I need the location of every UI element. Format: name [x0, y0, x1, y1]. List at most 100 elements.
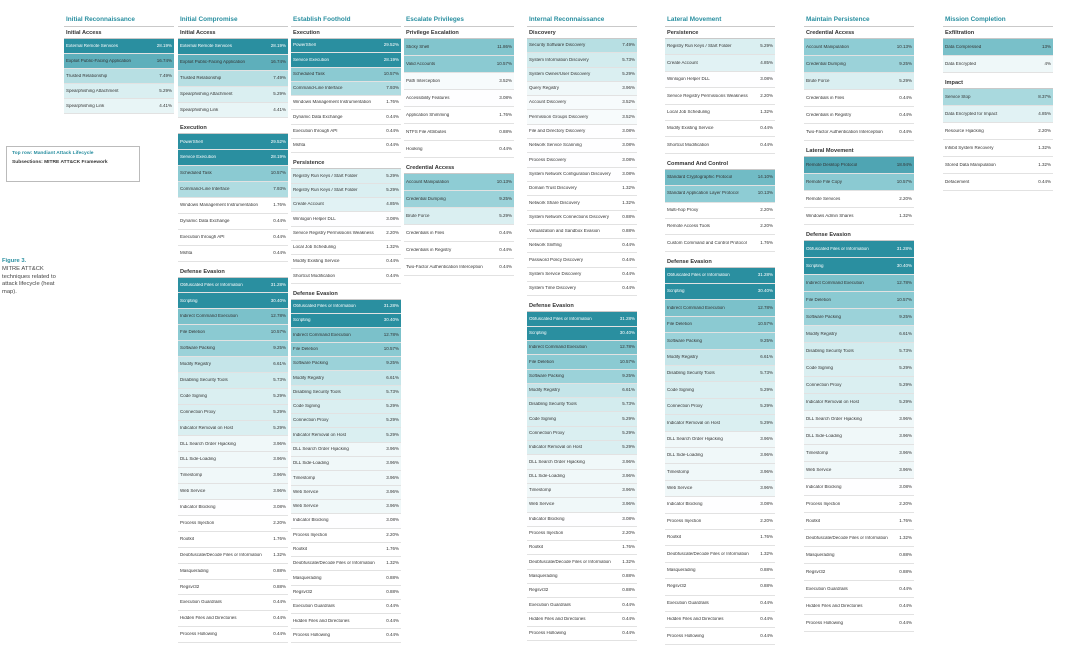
technique-cell: Hidden Files and Directories 0.44%: [665, 612, 775, 629]
technique-name: Software Packing: [180, 346, 216, 351]
technique-percent: 0.44%: [386, 142, 399, 148]
technique-name: System Information Discovery: [529, 57, 589, 62]
technique-cell: Query Registry 3.96%: [527, 81, 637, 97]
technique-name: Regsvr32: [293, 589, 313, 594]
technique-percent: 5.29%: [273, 408, 286, 414]
technique-percent: 1.76%: [760, 534, 773, 540]
technique-name: Windows Admin Shares: [806, 213, 854, 218]
technique-name: Indicator Removal on Host: [667, 420, 721, 425]
technique-cell: DLL Search Order Hijacking 3.96%: [804, 411, 914, 428]
technique-cell: Code Signing 5.29%: [527, 412, 637, 427]
technique-percent: 0.88%: [386, 574, 399, 580]
technique-cell: Code Signing 5.29%: [804, 360, 914, 377]
technique-cell: System Information Discovery 5.73%: [527, 53, 637, 68]
technique-percent: 31.28%: [270, 281, 286, 287]
technique-cell: Valid Accounts 10.57%: [404, 56, 514, 73]
technique-percent: 31.28%: [383, 303, 399, 309]
technique-cell: Timestomp 3.96%: [178, 468, 288, 485]
technique-cell: Accessibility Features 3.08%: [404, 90, 514, 107]
technique-name: Masquerading: [667, 568, 696, 573]
technique-percent: 0.44%: [386, 603, 399, 609]
technique-name: Remote Desktop Protocol: [806, 162, 858, 167]
technique-percent: 11.86%: [497, 43, 512, 49]
technique-percent: 3.96%: [760, 435, 773, 441]
technique-cell: Spearphishing Attachment 5.29%: [64, 84, 174, 99]
technique-name: Hidden Files and Directories: [529, 616, 586, 621]
technique-cell: DLL Side-Loading 3.96%: [527, 469, 637, 484]
technique-cell: Path Interception 3.52%: [404, 73, 514, 90]
technique-percent: 5.73%: [273, 377, 286, 382]
technique-percent: 12.78%: [270, 313, 286, 319]
technique-percent: 1.76%: [386, 99, 399, 105]
technique-percent: 5.29%: [760, 43, 773, 49]
technique-cell: Process Hollowing 0.44%: [291, 629, 401, 643]
technique-name: Rootkit: [529, 545, 544, 550]
technique-name: Process Injection: [806, 501, 841, 506]
technique-cell: Modify Existing Service 0.44%: [665, 121, 775, 138]
technique-name: Connection Proxy: [667, 404, 703, 409]
technique-cell: DLL Search Order Hijacking 3.96%: [291, 442, 401, 458]
technique-name: Credentials in Files: [806, 95, 845, 100]
technique-name: Code Signing: [180, 393, 208, 398]
technique-name: Process Hollowing: [180, 632, 218, 637]
technique-percent: 0.44%: [622, 601, 635, 607]
technique-name: Service Execution: [180, 155, 217, 160]
technique-cell: Regsvr32 0.88%: [178, 580, 288, 596]
technique-name: Code Signing: [806, 365, 834, 370]
technique-name: Exploit Public-Facing Application: [180, 59, 246, 64]
technique-cell: Network Share Discovery 1.32%: [527, 196, 637, 211]
technique-percent: 4.41%: [159, 102, 172, 108]
technique-percent: 7.93%: [386, 85, 399, 91]
technique-cell: Scheduled Task 10.57%: [291, 67, 401, 82]
technique-name: Process Injection: [529, 531, 564, 536]
technique-name: Obfuscated Files or Information: [806, 246, 869, 251]
technique-name: Network Share Discovery: [529, 200, 580, 205]
technique-name: Timestomp: [293, 475, 316, 480]
technique-name: File Deletion: [180, 330, 206, 335]
technique-cell: Deobfuscate/Decode Files or Information 1…: [178, 548, 288, 564]
technique-percent: 30.40%: [270, 297, 286, 303]
technique-percent: 0.44%: [760, 141, 773, 147]
technique-cell: Rootkit 1.76%: [527, 541, 637, 556]
technique-percent: 5.29%: [622, 444, 635, 450]
technique-percent: 1.32%: [386, 244, 399, 250]
technique-cell: Indicator Blocking 3.08%: [291, 514, 401, 529]
technique-cell: Spearphishing Attachment 5.29%: [178, 86, 288, 103]
technique-percent: 9.25%: [899, 60, 912, 66]
technique-cell: Connection Proxy 5.29%: [527, 426, 637, 442]
technique-percent: 7.49%: [622, 42, 635, 48]
technique-cell: Command-Line Interface 7.93%: [178, 182, 288, 199]
technique-name: Registry Run Keys / Start Folder: [293, 187, 358, 192]
technique-percent: 30.40%: [896, 262, 912, 268]
legend-box: Top row: Mandiant Attack Lifecycle Subse…: [6, 146, 140, 182]
technique-percent: 2.20%: [1038, 127, 1051, 133]
technique-percent: 0.44%: [499, 229, 512, 235]
technique-percent: 5.29%: [760, 419, 773, 425]
technique-percent: 1.76%: [273, 535, 286, 541]
technique-name: Software Packing: [806, 314, 842, 319]
technique-name: Permission Groups Discovery: [529, 114, 589, 119]
technique-cell: DLL Side-Loading 3.96%: [291, 457, 401, 472]
technique-name: Obfuscated Files or Information: [180, 282, 243, 287]
section-title: Privilege Escalation: [404, 27, 514, 39]
technique-percent: 5.73%: [622, 56, 635, 62]
technique-cell: Indicator Removal on Host 5.29%: [665, 415, 775, 432]
technique-name: Execution Guardrails: [180, 600, 222, 605]
technique-cell: Regsvr32 0.88%: [527, 584, 637, 599]
technique-percent: 28.19%: [270, 43, 286, 49]
technique-percent: 0.44%: [386, 617, 399, 623]
technique-name: Process Injection: [293, 532, 328, 537]
technique-cell: Password Policy Discovery 0.44%: [527, 253, 637, 268]
technique-percent: 0.88%: [273, 567, 286, 573]
technique-percent: 1.32%: [760, 108, 773, 114]
technique-cell: Spearphishing Link 4.41%: [64, 99, 174, 114]
technique-percent: 7.93%: [273, 186, 286, 192]
technique-percent: 1.32%: [899, 212, 912, 218]
technique-name: Modify Registry: [806, 331, 838, 336]
technique-name: Standard Application Layer Protocol: [667, 191, 739, 196]
technique-percent: 3.08%: [273, 504, 286, 510]
phase-header: Escalate Privileges: [404, 0, 514, 27]
technique-percent: 3.96%: [622, 501, 635, 507]
technique-cell: Service Execution 28.19%: [178, 150, 288, 167]
technique-name: Disabling Security Tools: [667, 371, 715, 376]
